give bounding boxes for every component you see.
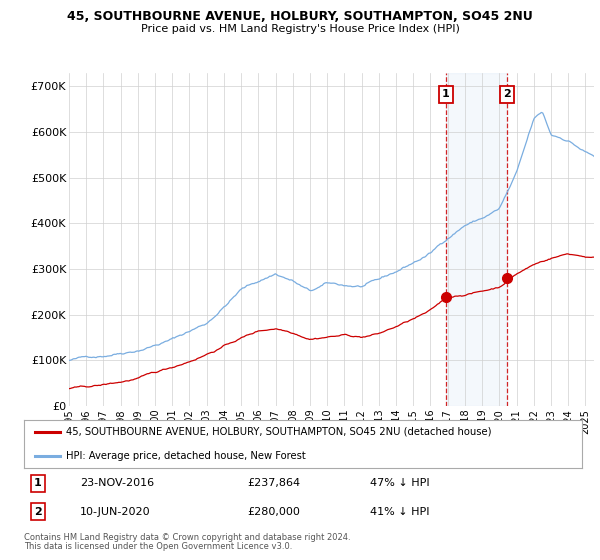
Text: 23-NOV-2016: 23-NOV-2016: [80, 478, 154, 488]
Text: 1: 1: [34, 478, 42, 488]
Text: 47% ↓ HPI: 47% ↓ HPI: [370, 478, 430, 488]
Text: £237,864: £237,864: [247, 478, 301, 488]
Text: 45, SOUTHBOURNE AVENUE, HOLBURY, SOUTHAMPTON, SO45 2NU: 45, SOUTHBOURNE AVENUE, HOLBURY, SOUTHAM…: [67, 10, 533, 22]
Text: 10-JUN-2020: 10-JUN-2020: [80, 507, 151, 516]
Text: 2: 2: [34, 507, 42, 516]
Bar: [446, 73, 507, 406]
Text: 45, SOUTHBOURNE AVENUE, HOLBURY, SOUTHAMPTON, SO45 2NU (detached house): 45, SOUTHBOURNE AVENUE, HOLBURY, SOUTHAM…: [66, 427, 491, 437]
Text: 2: 2: [503, 90, 511, 100]
Text: £280,000: £280,000: [247, 507, 300, 516]
Text: 1: 1: [442, 90, 450, 100]
Text: HPI: Average price, detached house, New Forest: HPI: Average price, detached house, New …: [66, 451, 305, 461]
Text: Contains HM Land Registry data © Crown copyright and database right 2024.: Contains HM Land Registry data © Crown c…: [24, 533, 350, 542]
Text: Price paid vs. HM Land Registry's House Price Index (HPI): Price paid vs. HM Land Registry's House …: [140, 24, 460, 34]
Text: 41% ↓ HPI: 41% ↓ HPI: [370, 507, 430, 516]
Text: This data is licensed under the Open Government Licence v3.0.: This data is licensed under the Open Gov…: [24, 542, 292, 551]
